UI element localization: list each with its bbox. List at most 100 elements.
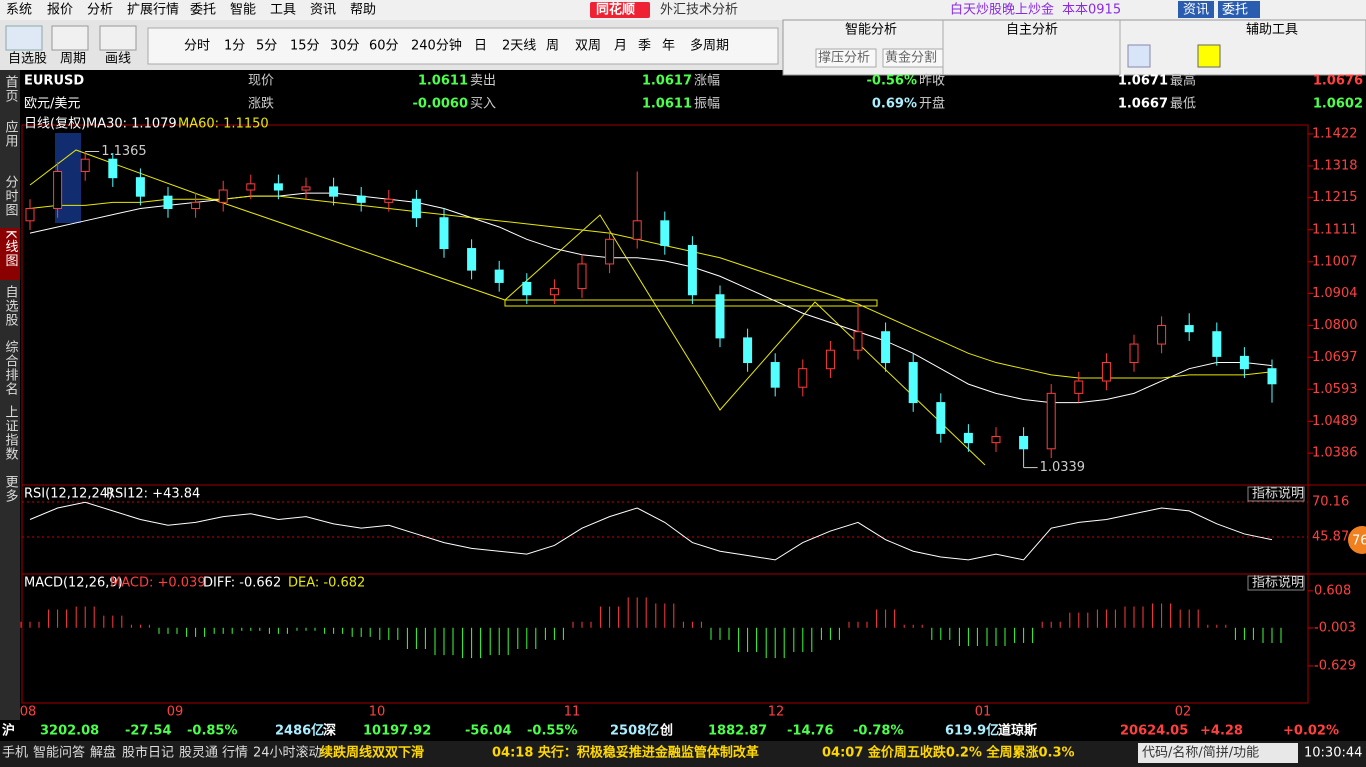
candle-body <box>411 198 421 219</box>
status-item: 解盘 <box>90 745 116 761</box>
menu-item[interactable]: 扩展行情 <box>127 3 179 18</box>
search-box[interactable] <box>1138 743 1298 763</box>
menu-item[interactable]: 系统 <box>6 3 32 18</box>
candle-body <box>798 368 808 388</box>
ticker-item: -14.76 <box>787 724 834 739</box>
quote-label: 现价 <box>248 74 274 89</box>
pointer-tool[interactable] <box>1127 44 1151 68</box>
top-button[interactable]: 资讯 <box>1183 3 1209 18</box>
sidebar-tab[interactable]: K线图 <box>3 230 19 268</box>
candle-body <box>853 331 863 351</box>
period-button[interactable]: 季 <box>638 39 651 54</box>
quote-label: 振幅 <box>694 97 720 112</box>
sidebar-tab[interactable]: 自选股 <box>3 285 19 327</box>
tool-button[interactable]: 自选股 <box>8 52 47 67</box>
ticker-item: -0.78% <box>853 724 904 739</box>
help-box[interactable] <box>1247 575 1305 591</box>
btn[interactable] <box>882 48 944 68</box>
candle-body <box>135 177 145 197</box>
period-button[interactable]: 月 <box>614 39 627 54</box>
period-button[interactable]: 多周期 <box>690 38 729 54</box>
period-button[interactable]: 30分 <box>330 39 360 54</box>
ticker-item: 619.9亿 <box>945 723 999 739</box>
color-swatch[interactable] <box>1197 44 1221 68</box>
quote-label: 涨跌 <box>248 96 274 112</box>
period-button[interactable]: 日 <box>474 39 487 54</box>
icon[interactable] <box>51 25 89 51</box>
candle-body <box>301 186 311 191</box>
quote-label: 买入 <box>470 97 496 112</box>
period-button[interactable]: 周 <box>546 39 559 54</box>
candle-body <box>80 158 90 173</box>
candle-body <box>1184 325 1194 333</box>
icon[interactable] <box>5 25 43 51</box>
tool-button[interactable]: 周期 <box>60 52 86 67</box>
y-tick-label: 1.0697 <box>1312 350 1358 365</box>
menu-item[interactable]: 智能 <box>230 3 256 18</box>
candle-body <box>522 281 532 296</box>
tool-button[interactable]: 画线 <box>105 52 131 67</box>
period-button[interactable]: 5分 <box>256 39 277 54</box>
menu-item[interactable]: 报价 <box>47 3 73 18</box>
menu-item[interactable]: 资讯 <box>310 3 336 18</box>
brand: 同花顺 <box>596 2 635 18</box>
candle-body <box>273 183 283 191</box>
status-item: 智能问答 <box>33 745 85 761</box>
y-tick-label: 1.1007 <box>1312 254 1358 269</box>
app-title: 外汇技术分析 <box>660 3 738 18</box>
period-button[interactable]: 15分 <box>290 39 320 54</box>
top-button[interactable]: 委托 <box>1222 3 1248 18</box>
period-button[interactable]: 双周 <box>575 39 601 54</box>
quote-value: 1.0676 <box>1313 74 1363 89</box>
smart-button[interactable]: 撑压分析 <box>818 51 870 66</box>
menu-item[interactable]: 委托 <box>190 3 216 18</box>
candle-body <box>218 189 228 203</box>
period-button[interactable]: 分时 <box>184 39 210 54</box>
candle-body <box>770 362 780 388</box>
period-button[interactable]: 2天线 <box>502 39 536 54</box>
ticker-item: -27.54 <box>125 724 172 739</box>
smart-button[interactable]: 黄金分割 <box>885 50 937 66</box>
period-button[interactable]: 年 <box>662 39 675 54</box>
candle-body <box>743 337 753 364</box>
candle-body <box>908 362 918 404</box>
y-tick-label: 1.1111 <box>1312 222 1358 237</box>
menu-item[interactable]: 帮助 <box>350 3 376 18</box>
candle-body <box>108 158 118 179</box>
candle-body <box>53 171 63 209</box>
sidebar-tab[interactable]: 应用 <box>3 119 19 148</box>
menu-item[interactable]: 分析 <box>87 3 113 18</box>
sidebar-tab[interactable]: 首页 <box>3 75 19 103</box>
ticker-item: +4.28 <box>1200 724 1243 739</box>
btn[interactable] <box>815 48 877 68</box>
sidebar-tab[interactable]: 上证指数 <box>3 405 19 461</box>
help-button[interactable]: 指标说明 <box>1252 576 1304 591</box>
y-tick-label: 1.0593 <box>1312 382 1358 397</box>
sidebar-tab[interactable]: 更多 <box>3 475 19 503</box>
help-button[interactable]: 指标说明 <box>1252 487 1304 502</box>
help-box[interactable] <box>1247 486 1305 502</box>
icon[interactable] <box>99 25 137 51</box>
ticker-item: 10197.92 <box>363 724 431 739</box>
sidebar-tab[interactable]: 分时图 <box>3 175 19 217</box>
x-tick-label: 10 <box>369 705 386 720</box>
quote-label: 卖出 <box>470 74 496 89</box>
period-button[interactable]: 240分钟 <box>411 38 462 54</box>
candle-body <box>549 288 559 296</box>
y-tick-label: -0.003 <box>1314 620 1356 635</box>
y-tick-label: 1.1422 <box>1312 126 1358 141</box>
btn-bg <box>1178 1 1214 18</box>
sidebar-tab[interactable]: 综合排名 <box>3 340 19 396</box>
trend-line <box>29 149 986 466</box>
candle-body <box>660 220 670 246</box>
status-item: 04:07 金价周五收跌0.2% 全周累涨0.3% <box>822 745 1075 761</box>
candle-body <box>329 186 339 197</box>
period-button[interactable]: 60分 <box>369 39 399 54</box>
ticker-item: +0.02% <box>1283 724 1339 739</box>
candle-body <box>1157 325 1167 345</box>
sidebar-active <box>0 228 20 280</box>
ticker-item: 创 <box>659 723 673 739</box>
menu-bar <box>0 0 1366 20</box>
menu-item[interactable]: 工具 <box>270 3 296 18</box>
period-button[interactable]: 1分 <box>224 39 245 54</box>
